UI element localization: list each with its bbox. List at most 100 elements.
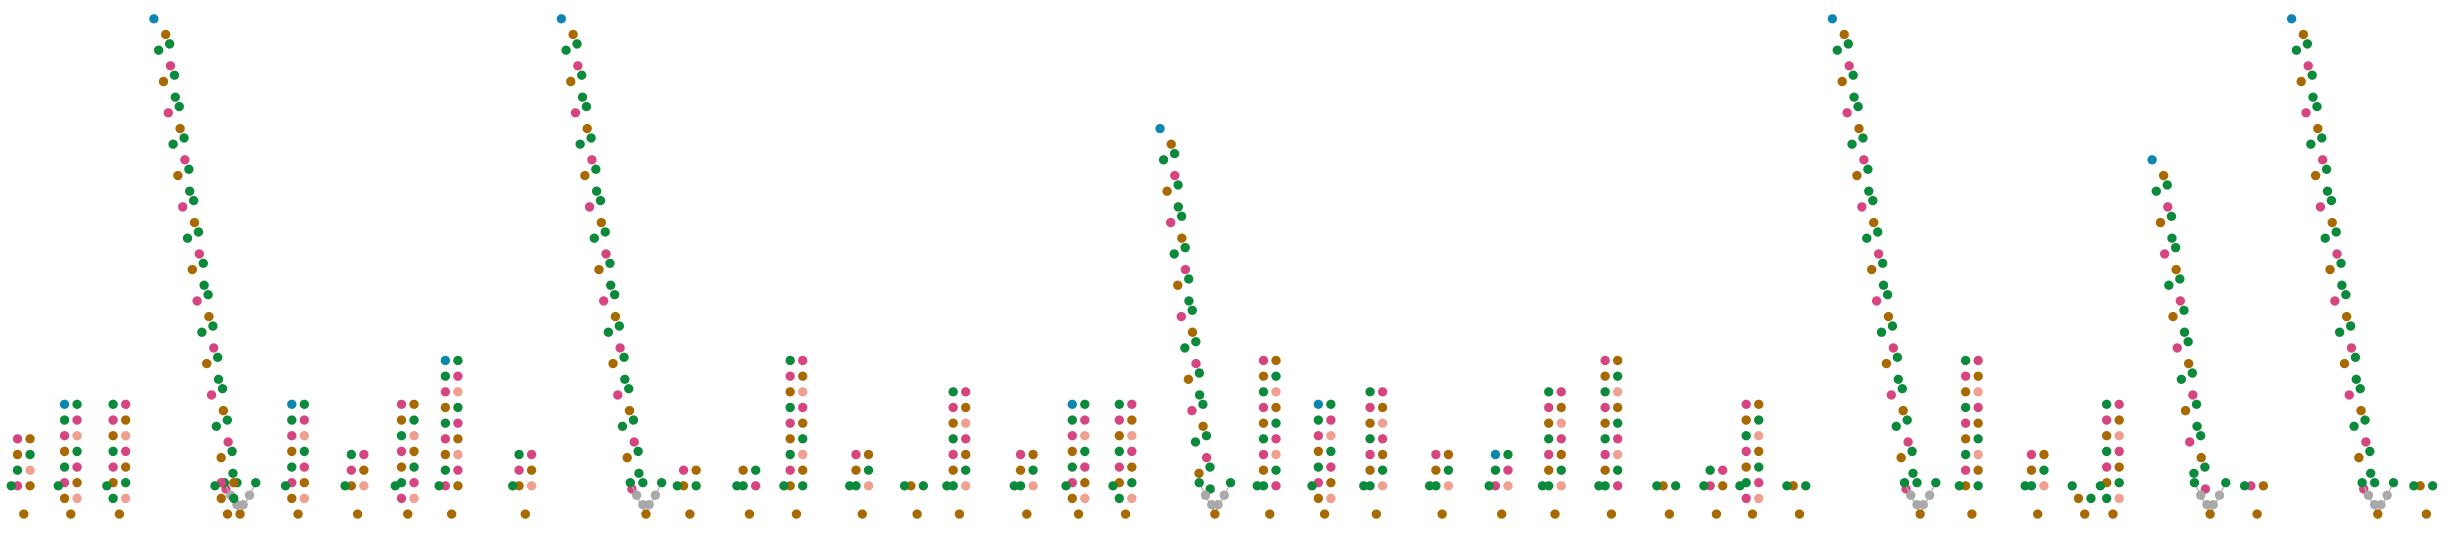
node bbox=[2330, 296, 2340, 306]
node bbox=[396, 493, 407, 504]
node bbox=[1878, 280, 1889, 290]
node bbox=[1365, 465, 1375, 475]
node bbox=[1205, 462, 1215, 472]
node bbox=[1844, 61, 1854, 71]
node bbox=[1271, 465, 1281, 475]
node bbox=[2312, 101, 2322, 112]
node bbox=[2302, 39, 2313, 49]
node bbox=[1794, 509, 1805, 519]
node bbox=[1960, 371, 1971, 381]
node bbox=[2239, 481, 2250, 491]
node bbox=[961, 402, 971, 413]
node bbox=[1258, 434, 1269, 444]
node bbox=[1252, 481, 1262, 491]
node bbox=[180, 155, 190, 165]
node bbox=[352, 509, 363, 519]
node bbox=[409, 462, 419, 472]
node bbox=[1612, 481, 1623, 491]
node bbox=[1882, 289, 1893, 300]
node bbox=[2301, 108, 2311, 118]
node bbox=[2086, 493, 2096, 504]
node bbox=[2147, 155, 2157, 165]
node bbox=[1898, 405, 1908, 416]
node bbox=[1550, 509, 1560, 519]
node bbox=[1600, 355, 1610, 366]
node bbox=[25, 465, 35, 475]
node bbox=[798, 402, 808, 413]
node bbox=[1180, 343, 1190, 353]
node bbox=[2341, 289, 2351, 300]
node bbox=[1127, 478, 1137, 488]
node bbox=[1754, 493, 1764, 504]
node bbox=[732, 481, 742, 491]
node bbox=[2170, 242, 2181, 253]
node bbox=[2095, 481, 2106, 491]
node bbox=[1612, 355, 1623, 366]
node bbox=[53, 481, 63, 491]
node bbox=[1600, 371, 1610, 381]
node bbox=[149, 14, 159, 24]
node bbox=[1973, 481, 1983, 491]
node bbox=[346, 465, 357, 475]
node bbox=[12, 465, 23, 475]
node bbox=[1127, 462, 1137, 472]
node bbox=[1902, 415, 1912, 425]
node bbox=[1973, 434, 1983, 444]
node bbox=[1544, 402, 1554, 413]
node bbox=[779, 481, 789, 491]
node bbox=[1187, 405, 1197, 416]
node bbox=[1852, 170, 1862, 181]
node bbox=[595, 195, 606, 206]
node bbox=[1443, 465, 1454, 475]
node bbox=[2331, 227, 2341, 237]
node bbox=[2175, 274, 2185, 284]
node bbox=[1857, 202, 1867, 212]
node bbox=[72, 478, 82, 488]
node bbox=[622, 452, 632, 463]
node bbox=[942, 481, 952, 491]
node bbox=[613, 390, 623, 400]
node bbox=[1908, 468, 1918, 479]
node bbox=[120, 478, 131, 488]
node bbox=[1873, 249, 1884, 259]
node bbox=[1484, 481, 1494, 491]
node bbox=[851, 449, 861, 460]
node bbox=[229, 493, 239, 504]
node bbox=[1556, 434, 1566, 444]
node bbox=[2337, 280, 2347, 290]
node bbox=[1741, 415, 1751, 425]
node bbox=[440, 465, 451, 475]
node bbox=[1600, 449, 1610, 460]
node bbox=[863, 465, 874, 475]
node bbox=[1173, 202, 1184, 212]
node bbox=[1754, 415, 1764, 425]
node bbox=[1912, 478, 1922, 488]
node bbox=[2101, 493, 2112, 504]
node bbox=[2341, 311, 2352, 322]
node bbox=[1114, 446, 1124, 457]
node bbox=[1108, 481, 1118, 491]
node bbox=[912, 509, 922, 519]
node bbox=[446, 509, 457, 519]
node bbox=[1883, 311, 1894, 322]
node bbox=[2313, 123, 2323, 134]
node bbox=[1443, 481, 1454, 491]
node bbox=[19, 509, 29, 519]
node bbox=[2196, 452, 2206, 463]
node bbox=[591, 164, 601, 174]
node bbox=[1114, 493, 1124, 504]
node bbox=[211, 421, 222, 431]
node bbox=[2320, 233, 2330, 243]
node bbox=[2101, 462, 2112, 472]
node bbox=[798, 371, 808, 381]
node bbox=[12, 434, 23, 444]
node bbox=[598, 296, 609, 306]
node bbox=[1699, 481, 1709, 491]
node bbox=[2114, 415, 2124, 425]
node bbox=[798, 434, 808, 444]
edge bbox=[2209, 482, 2227, 515]
node bbox=[2168, 311, 2178, 322]
node bbox=[1170, 170, 1180, 181]
node bbox=[620, 374, 630, 384]
node bbox=[216, 493, 226, 504]
